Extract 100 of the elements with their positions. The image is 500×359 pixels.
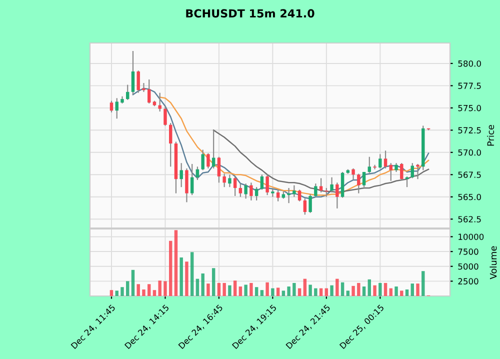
- candlestick: [164, 106, 167, 126]
- bar: [271, 288, 274, 296]
- y-tick-label: 575.0: [458, 104, 481, 112]
- candlestick: [330, 176, 334, 193]
- y-axis-title: Volume: [490, 246, 497, 280]
- bar: [212, 268, 216, 296]
- candlestick: [368, 156, 372, 174]
- bar: [168, 240, 172, 296]
- bar: [319, 288, 323, 296]
- candlestick: [147, 78, 151, 104]
- bar: [110, 290, 114, 296]
- bar: [405, 289, 409, 296]
- candlestick: [110, 100, 114, 113]
- candlestick: [217, 156, 221, 184]
- bar: [120, 287, 124, 296]
- bar: [282, 290, 286, 296]
- bar: [222, 282, 226, 296]
- candlestick: [180, 162, 183, 188]
- bar: [389, 288, 393, 296]
- y-tick-label: 567.5: [458, 172, 481, 178]
- bar: [368, 279, 372, 296]
- bar: [362, 286, 366, 296]
- candlestick: [238, 182, 242, 198]
- candlestick: [233, 176, 237, 197]
- bar: [238, 286, 242, 296]
- candlestick: [212, 130, 216, 169]
- candlestick: [292, 184, 296, 198]
- bar: [164, 281, 167, 296]
- candlestick: [287, 187, 290, 204]
- candlestick: [254, 186, 258, 201]
- y-tick-label: 565.0: [458, 194, 481, 200]
- y-tick-label: 562.5: [458, 216, 481, 222]
- bar: [196, 278, 200, 296]
- candlestick: [308, 194, 312, 214]
- candlestick: [158, 92, 162, 112]
- bar: [340, 282, 344, 296]
- y-tick-label: 580.0: [458, 60, 481, 67]
- candlestick: [201, 149, 204, 171]
- y-tick-label: 2500: [458, 278, 478, 284]
- y-axis-title: Price: [487, 124, 494, 146]
- bar: [115, 290, 118, 296]
- bar: [185, 262, 188, 296]
- bar: [336, 278, 339, 296]
- y-tick-label: 572.5: [458, 127, 481, 134]
- bar: [126, 281, 130, 296]
- line-series: [159, 96, 430, 196]
- bar: [190, 252, 194, 296]
- bar: [314, 288, 318, 296]
- candlestick: [222, 173, 226, 188]
- bar: [330, 285, 334, 296]
- bar: [142, 289, 146, 296]
- candlestick: [260, 174, 264, 190]
- candlestick: [314, 182, 318, 198]
- candlestick: [298, 189, 302, 202]
- candlestick: [384, 150, 388, 169]
- candlestick: [168, 122, 172, 168]
- bar: [206, 284, 210, 296]
- bar: [217, 282, 221, 296]
- bar: [422, 271, 425, 296]
- candlestick: [131, 50, 135, 96]
- y-tick-label: 570.0: [458, 149, 481, 156]
- y-tick-label: 577.5: [458, 82, 481, 89]
- candlestick: [185, 168, 188, 203]
- candlestick: [336, 182, 339, 209]
- candlestick: [319, 178, 323, 193]
- candlestick: [142, 82, 146, 92]
- bar: [384, 282, 388, 296]
- bar: [174, 230, 178, 296]
- bar: [254, 287, 258, 296]
- candlestick: [126, 84, 130, 100]
- candlestick: [115, 98, 118, 120]
- bar: [260, 290, 264, 296]
- candlestick: [266, 174, 269, 196]
- bar: [346, 290, 350, 296]
- candlestick: [303, 198, 307, 216]
- candlestick: [244, 182, 248, 200]
- bar: [378, 282, 382, 296]
- bar: [244, 284, 248, 296]
- bar: [131, 270, 135, 296]
- bar: [416, 284, 420, 296]
- candlestick: [250, 182, 253, 201]
- bar: [400, 290, 404, 296]
- candlestick: [357, 173, 360, 194]
- y-tick-label: 10000: [458, 234, 484, 240]
- bar: [266, 282, 269, 296]
- bar: [410, 284, 414, 296]
- candlestick: [362, 171, 366, 188]
- candlestick: [416, 163, 420, 180]
- bar: [147, 284, 151, 296]
- chart-title: BCHUSDT 15m 241.0: [186, 9, 314, 18]
- y-tick-label: 7500: [458, 248, 478, 255]
- bar: [250, 282, 253, 296]
- candlestick: [410, 162, 414, 179]
- candlestick: [206, 152, 210, 169]
- candlestick: [352, 168, 355, 181]
- bar: [357, 282, 360, 296]
- bar: [308, 284, 312, 296]
- bar: [287, 286, 290, 296]
- bar: [201, 273, 204, 296]
- bar: [152, 290, 156, 296]
